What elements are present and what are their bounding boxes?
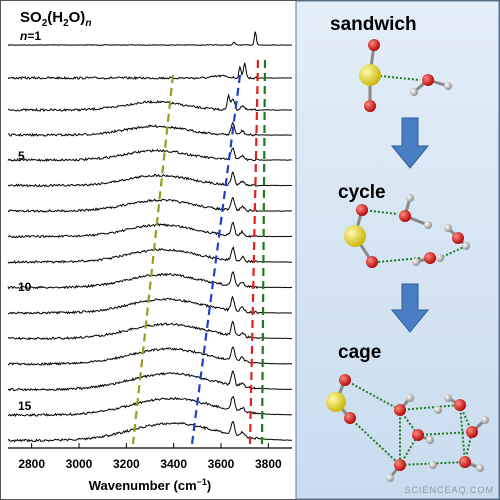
spectrum — [7, 93, 293, 113]
spectrum — [7, 271, 293, 290]
spectra — [7, 31, 293, 443]
title: SO2(H2O)n — [20, 9, 91, 29]
watermark: SCIENCEAQ.COM — [404, 485, 494, 495]
spectrum — [7, 346, 293, 366]
spectrum — [7, 221, 293, 239]
spectrum — [7, 421, 293, 443]
cycle-molecule — [344, 194, 470, 268]
guide-line — [131, 74, 175, 445]
row-label: 5 — [18, 149, 25, 163]
guide-lines — [131, 59, 267, 445]
spectrum — [7, 31, 293, 46]
guide-line — [190, 74, 242, 445]
x-axis-label: Wavenumber (cm−1) — [89, 477, 212, 493]
sandwich-molecule — [359, 39, 452, 112]
x-tick-label: 2800 — [18, 457, 45, 471]
spectrum — [7, 395, 293, 418]
structure-label: sandwich — [330, 14, 417, 35]
spectrum — [7, 62, 292, 81]
spectrum — [7, 196, 292, 213]
spectrum — [7, 320, 293, 341]
x-tick-label: 3800 — [255, 457, 282, 471]
x-ticks: 2800 3000 3200 3400 3600 3800 — [18, 443, 282, 471]
spectrum — [7, 147, 293, 163]
spectrum — [7, 171, 292, 188]
spectrum — [7, 295, 293, 315]
first-label: n=1 — [20, 29, 41, 43]
row-label: 15 — [18, 399, 32, 413]
arrow — [390, 283, 430, 333]
x-tick-label: 3400 — [160, 457, 187, 471]
spectrum — [7, 121, 292, 137]
cage-molecule — [326, 374, 489, 482]
x-tick-label: 3600 — [208, 457, 235, 471]
structure-label: cage — [338, 342, 381, 363]
x-tick-label: 3000 — [66, 457, 93, 471]
arrow — [390, 117, 430, 169]
spectrum — [7, 370, 293, 392]
structure-label: cycle — [338, 182, 386, 203]
spectrum — [7, 246, 293, 264]
x-tick-label: 3200 — [113, 457, 140, 471]
